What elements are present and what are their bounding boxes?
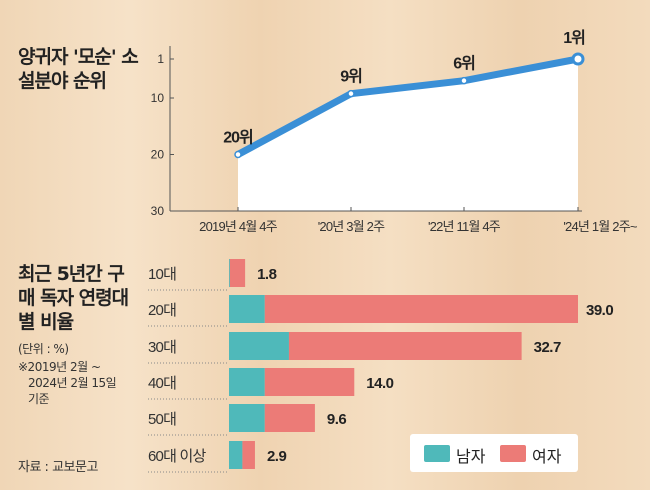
bar-female <box>264 368 355 396</box>
bar-female <box>242 441 255 469</box>
line-area-fill <box>238 59 578 211</box>
source-label: 자료 : 교보문고 <box>18 460 98 475</box>
data-label: 9위 <box>340 68 362 86</box>
note-line-3: 기준 <box>28 392 50 406</box>
y-tick-label: 20 <box>151 148 165 162</box>
data-point <box>347 89 355 98</box>
rank-line <box>234 55 582 158</box>
category-label: 30대 <box>148 339 176 356</box>
x-tick-label: 2019년 4월 4주 <box>199 219 278 234</box>
data-label: 20위 <box>223 129 253 147</box>
bar-male <box>229 404 265 432</box>
data-label: 1위 <box>563 29 585 47</box>
data-point <box>460 76 468 85</box>
y-tick-label: 10 <box>151 91 165 105</box>
legend-label-female: 여자 <box>532 447 562 466</box>
category-label: 40대 <box>148 375 176 392</box>
line-chart-title: 양귀자 '모순' 소설분야 순위 <box>18 46 139 92</box>
legend-swatch-female <box>500 445 526 462</box>
total-label: 9.6 <box>327 411 347 428</box>
bar-male <box>229 295 265 323</box>
bar-female <box>264 295 578 323</box>
data-label: 6위 <box>453 55 475 73</box>
data-point <box>571 52 585 66</box>
bar-male <box>229 368 265 396</box>
bar-male <box>229 332 289 360</box>
bar-chart-title: 최근 5년간 구매 독자 연령대별 비율 <box>18 263 129 333</box>
x-tick-label: '20년 3월 2주 <box>318 219 385 234</box>
category-label: 20대 <box>148 302 176 319</box>
total-label: 1.8 <box>257 266 277 283</box>
category-label: 60대 이상 <box>148 448 206 465</box>
x-tick-label: '24년 1월 2주~ <box>563 219 638 234</box>
category-label: 10대 <box>148 266 176 283</box>
bar-female <box>288 332 522 360</box>
bar-female <box>264 404 315 432</box>
total-label: 14.0 <box>366 375 393 392</box>
legend-label-male: 남자 <box>456 447 486 466</box>
total-label: 39.0 <box>586 302 613 319</box>
category-label: 50대 <box>148 411 176 428</box>
bar-male <box>229 259 230 287</box>
legend: 남자 여자 <box>410 434 578 472</box>
bar-male <box>229 441 243 469</box>
note-line-2: 2024년 2월 15일 <box>28 376 117 390</box>
data-point <box>234 150 242 159</box>
total-label: 2.9 <box>267 448 287 465</box>
legend-swatch-male <box>424 445 450 462</box>
bar-female <box>229 259 246 287</box>
x-tick-label: '22년 11월 4주 <box>428 219 501 234</box>
y-tick-label: 1 <box>157 52 164 66</box>
y-tick-label: 30 <box>151 204 165 218</box>
note-line-1: ※2019년 2월 ~ <box>18 360 101 374</box>
total-label: 32.7 <box>534 339 561 356</box>
unit-label: (단위 : %) <box>18 342 69 356</box>
